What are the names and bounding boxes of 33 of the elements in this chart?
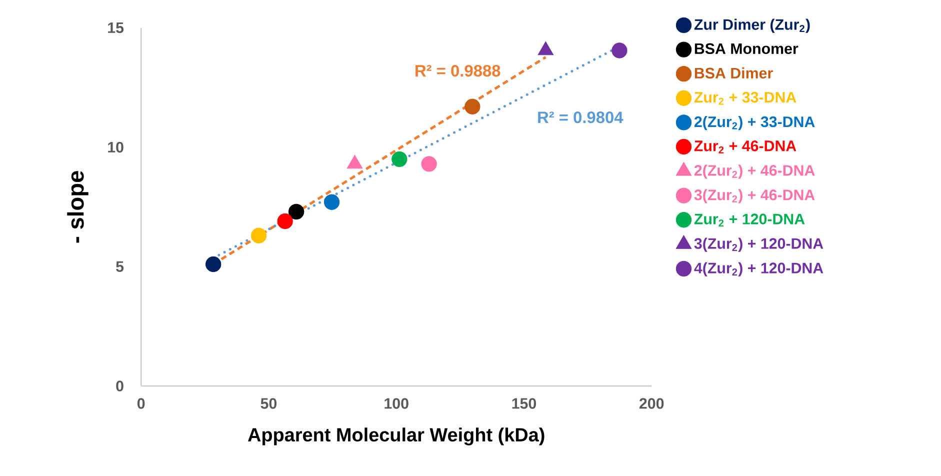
point [205, 256, 222, 272]
legend-label: 3(Zur$_{2}$) + 120-DNA [694, 238, 824, 252]
legend-label: 3(Zur$_{2}$) + 46-DNA [694, 189, 815, 204]
legend-label: 2(Zur$_{2}$) + 46-DNA [694, 164, 815, 179]
point [324, 194, 340, 210]
point [464, 98, 480, 115]
point [612, 42, 628, 58]
annotation: R² = 0.9888 [416, 65, 500, 77]
point [250, 228, 267, 244]
legend-label: Zur$_{2}$ + 33-DNA [694, 92, 796, 105]
point [392, 151, 408, 168]
y-tick-label: 0 [116, 380, 124, 392]
legend-label: Zur$_{2}$ + 120-DNA [694, 214, 805, 227]
x-tick-label: 0 [137, 398, 145, 409]
legend-label: BSA Monomer [694, 43, 798, 54]
y-tick-label: 5 [116, 261, 124, 272]
y-tick-label: 15 [108, 22, 124, 34]
annotation: R² = 0.9804 [538, 112, 624, 124]
legend-label: 2(Zur$_{2}$) + 33-DNA [694, 116, 815, 130]
legend-label: Zur Dimer (Zur$_{2}$) [694, 18, 810, 34]
legend-label: Zur$_{2}$ + 46-DNA [694, 140, 796, 154]
x-tick-label: 100 [384, 398, 408, 409]
x-tick-label: 200 [640, 398, 664, 409]
x-tick-label: 50 [260, 398, 277, 409]
y-tick-label: 10 [108, 142, 124, 153]
point [288, 204, 304, 220]
legend-label: BSA Dimer [694, 68, 773, 79]
x-axis-title: Apparent Molecular Weight (kDa) [248, 428, 544, 446]
x-tick-label: 150 [512, 398, 536, 409]
y-axis-title: - slope [67, 171, 88, 243]
point [277, 214, 293, 230]
point [421, 156, 437, 172]
legend-label: 4(Zur$_{2}$) + 120-DNA [694, 262, 824, 277]
